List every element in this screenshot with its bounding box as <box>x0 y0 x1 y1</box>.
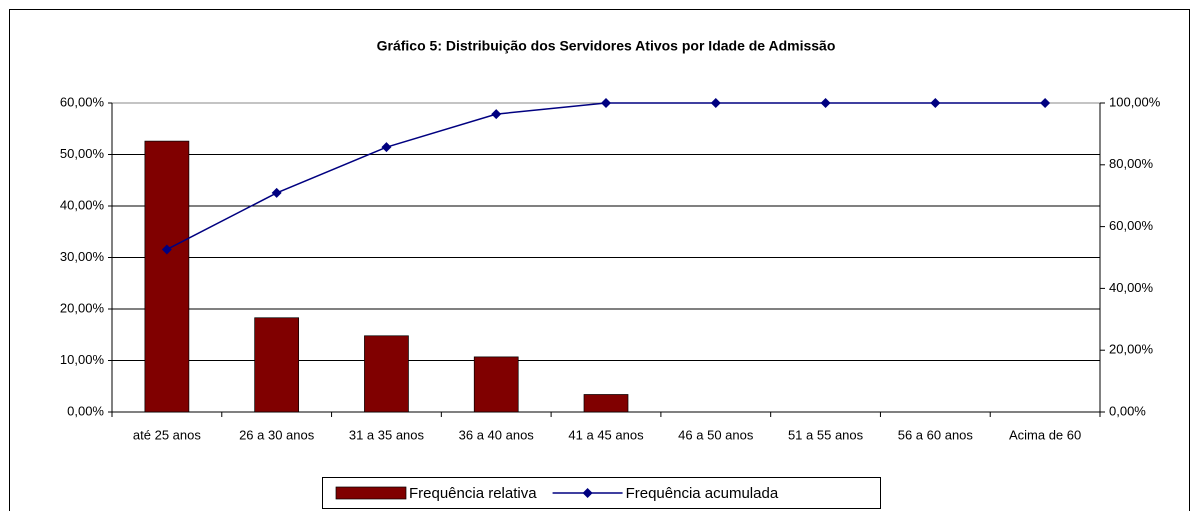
x-tick-label: 26 a 30 anos <box>239 427 315 442</box>
y-tick-label: 50,00% <box>60 146 105 161</box>
bar <box>144 140 190 413</box>
marker <box>161 244 172 255</box>
legend-label: Frequência relativa <box>409 485 537 502</box>
x-tick-label: 56 a 60 anos <box>898 427 974 442</box>
y2-tick-label: 0,00% <box>1109 403 1146 418</box>
legend-swatch <box>335 486 407 500</box>
legend-marker <box>582 488 593 498</box>
y2-tick-label: 60,00% <box>1109 218 1154 233</box>
marker <box>930 98 941 108</box>
bar <box>254 317 300 413</box>
marker <box>491 109 502 120</box>
x-tick-label: 36 a 40 anos <box>459 427 535 442</box>
x-tick-label: 41 a 45 anos <box>568 427 644 442</box>
bar <box>364 335 409 413</box>
marker <box>601 98 611 108</box>
y-tick-label: 10,00% <box>60 352 105 367</box>
legend-label: Frequência acumulada <box>626 485 779 502</box>
bar <box>583 394 629 413</box>
y2-tick-label: 80,00% <box>1109 156 1154 171</box>
y-tick-label: 30,00% <box>60 249 105 264</box>
bar <box>473 356 519 413</box>
chart-title: Gráfico 5: Distribuição dos Servidores A… <box>377 38 836 54</box>
marker <box>1040 98 1051 108</box>
x-tick-label: até 25 anos <box>133 427 201 442</box>
x-tick-label: 31 a 35 anos <box>349 427 425 442</box>
marker <box>820 98 831 108</box>
y2-tick-label: 40,00% <box>1109 280 1154 295</box>
x-tick-label: Acima de 60 <box>1009 427 1081 442</box>
x-tick-label: 51 a 55 anos <box>788 427 864 442</box>
marker <box>710 98 721 108</box>
marker <box>381 142 392 153</box>
marker <box>271 187 282 198</box>
x-tick-label: 46 a 50 anos <box>678 427 754 442</box>
y-tick-label: 0,00% <box>67 403 104 418</box>
chart-frame <box>9 9 1190 511</box>
y2-tick-label: 100,00% <box>1109 94 1161 109</box>
y-tick-label: 20,00% <box>60 300 105 315</box>
y-tick-label: 40,00% <box>60 197 105 212</box>
y2-tick-label: 20,00% <box>1109 342 1154 357</box>
y-tick-label: 60,00% <box>60 94 105 109</box>
